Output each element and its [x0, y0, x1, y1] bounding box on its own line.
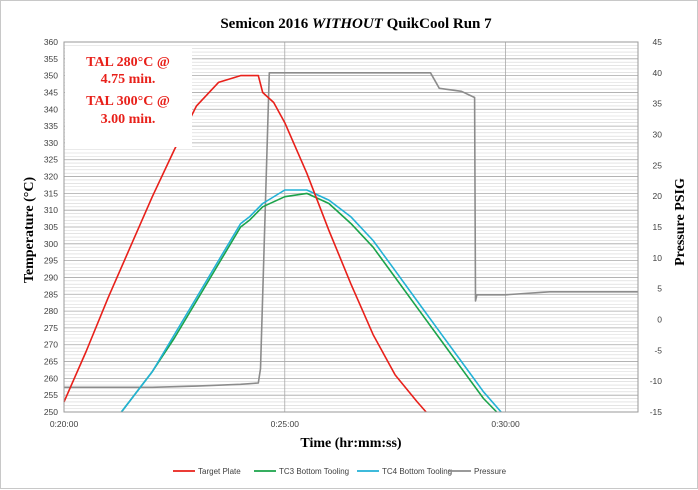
y-left-tick-label: 280: [44, 306, 58, 316]
x-tick-label: 0:25:00: [271, 419, 300, 429]
legend-label-tc4-bottom-tooling: TC4 Bottom Tooling: [382, 467, 452, 476]
legend: Target Plate TC3 Bottom Tooling TC4 Bottom…: [173, 467, 507, 476]
x-axis-title: Time (hr:mm:ss): [300, 436, 402, 451]
y-right-tick-label: 0: [657, 315, 662, 325]
y-left-tick-label: 255: [44, 390, 58, 400]
y-axis-left-title: Temperature (°C): [22, 177, 37, 284]
y-left-tick-label: 355: [44, 54, 58, 64]
y-left-tick-label: 345: [44, 87, 58, 97]
annotation-line-4: 3.00 min.: [101, 112, 156, 127]
annotation-line-3: TAL 300°C @: [86, 94, 170, 109]
x-tick-label: 0:20:00: [50, 419, 79, 429]
y-left-tick-label: 310: [44, 205, 58, 215]
y-left-tick-label: 340: [44, 104, 58, 114]
y-right-tick-label: 35: [653, 99, 663, 109]
y-left-tick-label: 290: [44, 272, 58, 282]
series-line-tc3-bottom-tooling: [120, 192, 498, 413]
plot-area-border: [63, 41, 639, 413]
y-left-tick-label: 270: [44, 340, 58, 350]
y-right-tick-label: 20: [653, 191, 663, 201]
series-line-target-plate: [63, 74, 427, 413]
y-left-tick-label: 330: [44, 138, 58, 148]
y-right-tick-label: 10: [653, 253, 663, 263]
series-line-tc4-bottom-tooling: [120, 189, 502, 413]
y-right-tick-label: -15: [650, 407, 663, 417]
y-left-tick-label: 275: [44, 323, 58, 333]
legend-label-pressure: Pressure: [474, 467, 507, 476]
series-line-pressure: [64, 72, 638, 389]
annotation-background: [65, 46, 192, 147]
title-part-1: Semicon 2016: [220, 16, 312, 32]
y-right-tick-label: 25: [653, 160, 663, 170]
y-left-tick-label: 350: [44, 71, 58, 81]
annotation-line-1: TAL 280°C @: [86, 55, 170, 70]
y-right-tick-label: -5: [654, 345, 662, 355]
y-right-tick-label: 40: [653, 68, 663, 78]
y-left-tick-label: 315: [44, 188, 58, 198]
y-right-tick-label: 15: [653, 222, 663, 232]
y-left-tick-label: 335: [44, 121, 58, 131]
y-left-tick-label: 320: [44, 172, 58, 182]
y-left-tick-label: 285: [44, 289, 58, 299]
annotation-line-2: 4.75 min.: [101, 72, 156, 87]
title-part-3: QuikCool Run 7: [383, 16, 492, 32]
y-right-tick-label: 30: [653, 130, 663, 140]
legend-label-target-plate: Target Plate: [198, 467, 241, 476]
chart-title: Semicon 2016 WITHOUT QuikCool Run 7: [220, 16, 492, 32]
y-left-tick-label: 265: [44, 357, 58, 367]
y-left-tick-label: 250: [44, 407, 58, 417]
y-right-tick-label: 5: [657, 284, 662, 294]
y-left-tick-label: 360: [44, 37, 58, 47]
annotation-box: TAL 280°C @ 4.75 min. TAL 300°C @ 3.00 m…: [65, 46, 192, 147]
y-left-tick-label: 325: [44, 155, 58, 165]
y-right-tick-label: -10: [650, 376, 663, 386]
y-right-tick-label: 45: [653, 37, 663, 47]
y-axis-right-title: Pressure PSIG: [673, 178, 688, 266]
y-left-tick-label: 305: [44, 222, 58, 232]
tick-labels: 2502552602652702752802852902953003053103…: [44, 37, 662, 429]
legend-label-tc3-bottom-tooling: TC3 Bottom Tooling: [279, 467, 349, 476]
y-left-tick-label: 260: [44, 373, 58, 383]
y-left-tick-label: 300: [44, 239, 58, 249]
y-left-tick-label: 295: [44, 256, 58, 266]
title-part-2: WITHOUT: [312, 16, 384, 32]
x-tick-label: 0:30:00: [491, 419, 520, 429]
series-layer: [63, 72, 638, 413]
